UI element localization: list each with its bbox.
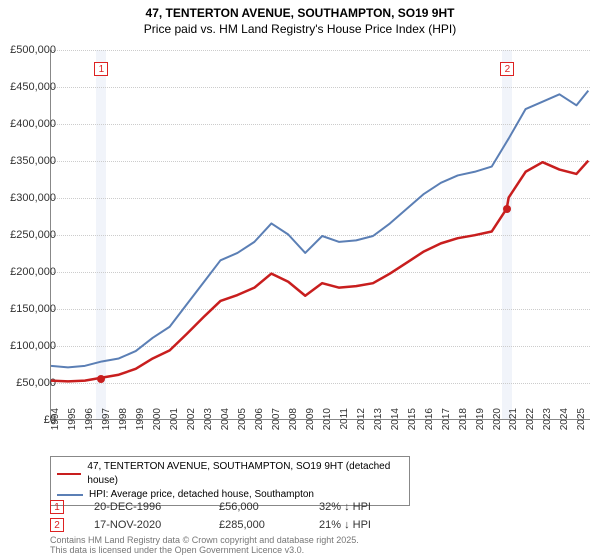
sales-table: 1 20-DEC-1996 £56,000 32% ↓ HPI 2 17-NOV… — [50, 498, 409, 534]
sales-price-2: £285,000 — [219, 519, 289, 531]
ytick-label: £0 — [6, 414, 56, 426]
sale-dot — [97, 375, 105, 383]
chart-marker-1: 1 — [94, 62, 108, 76]
ytick-label: £300,000 — [6, 192, 56, 204]
sales-price-1: £56,000 — [219, 501, 289, 513]
title-block: 47, TENTERTON AVENUE, SOUTHAMPTON, SO19 … — [0, 0, 600, 37]
ytick-label: £100,000 — [6, 340, 56, 352]
ytick-label: £200,000 — [6, 266, 56, 278]
ytick-label: £250,000 — [6, 229, 56, 241]
chart-container: 47, TENTERTON AVENUE, SOUTHAMPTON, SO19 … — [0, 0, 600, 560]
legend-label-property: 47, TENTERTON AVENUE, SOUTHAMPTON, SO19 … — [87, 460, 403, 488]
sales-row-1: 1 20-DEC-1996 £56,000 32% ↓ HPI — [50, 498, 409, 516]
ytick-label: £500,000 — [6, 44, 56, 56]
ytick-label: £150,000 — [6, 303, 56, 315]
legend-swatch-hpi — [57, 494, 83, 496]
ytick-label: £50,000 — [6, 377, 56, 389]
sales-row-2: 2 17-NOV-2020 £285,000 21% ↓ HPI — [50, 516, 409, 534]
footer-line2: This data is licensed under the Open Gov… — [50, 546, 359, 556]
ytick-label: £400,000 — [6, 118, 56, 130]
sales-date-2: 17-NOV-2020 — [94, 519, 189, 531]
sales-diff-2: 21% ↓ HPI — [319, 519, 409, 531]
chart-area: 12 — [50, 50, 590, 420]
sales-marker-2: 2 — [50, 518, 64, 532]
title-address: 47, TENTERTON AVENUE, SOUTHAMPTON, SO19 … — [0, 6, 600, 22]
chart-lines — [51, 50, 590, 419]
legend-row-property: 47, TENTERTON AVENUE, SOUTHAMPTON, SO19 … — [57, 460, 403, 488]
title-subtitle: Price paid vs. HM Land Registry's House … — [0, 22, 600, 38]
sales-date-1: 20-DEC-1996 — [94, 501, 189, 513]
ytick-label: £350,000 — [6, 155, 56, 167]
chart-marker-2: 2 — [500, 62, 514, 76]
sale-dot — [503, 205, 511, 213]
sales-marker-1: 1 — [50, 500, 64, 514]
footer-text: Contains HM Land Registry data © Crown c… — [50, 536, 359, 556]
legend-swatch-property — [57, 473, 81, 475]
sales-diff-1: 32% ↓ HPI — [319, 501, 409, 513]
ytick-label: £450,000 — [6, 81, 56, 93]
